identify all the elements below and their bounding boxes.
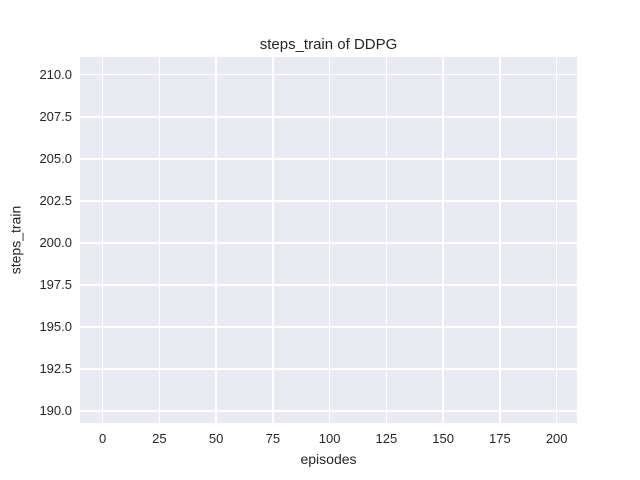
gridline-vertical	[385, 57, 388, 423]
y-tick-label: 202.5	[39, 192, 72, 208]
plot-area	[80, 57, 577, 423]
gridline-horizontal	[80, 115, 577, 118]
x-tick-label: 50	[208, 431, 224, 446]
y-tick-label: 205.0	[39, 150, 72, 166]
gridline-horizontal	[80, 284, 577, 286]
x-tick-label: 100	[318, 431, 341, 446]
gridline-vertical	[442, 57, 444, 423]
y-tick-label: 207.5	[39, 108, 72, 124]
y-tick-label: 195.0	[39, 319, 72, 335]
x-tick-label: 125	[375, 431, 398, 446]
y-tick-label: 197.5	[39, 277, 72, 292]
gridline-horizontal	[80, 158, 577, 160]
y-tick-label: 200.0	[39, 234, 72, 250]
y-tick-label: 192.5	[39, 361, 72, 377]
x-tick-label: 200	[545, 431, 568, 446]
x-tick-label: 25	[152, 431, 167, 446]
gridline-horizontal	[80, 73, 577, 76]
chart-title: steps_train of DDPG	[259, 36, 398, 53]
gridline-vertical	[328, 57, 331, 423]
gridline-horizontal	[80, 410, 577, 412]
x-tick-label: 175	[489, 431, 511, 446]
gridline-vertical	[499, 57, 501, 423]
y-tick-label: 210.0	[39, 66, 72, 82]
gridline-horizontal	[80, 200, 577, 202]
gridline-vertical	[272, 57, 274, 423]
gridline-horizontal	[80, 368, 577, 370]
x-tick-label: 75	[265, 431, 281, 446]
gridline-horizontal	[80, 326, 577, 328]
y-tick-label: 190.0	[39, 403, 72, 419]
gridline-vertical	[158, 57, 161, 423]
x-tick-label: 150	[432, 431, 455, 446]
gridline-vertical	[215, 57, 217, 423]
gridline-horizontal	[80, 242, 577, 244]
gridline-vertical	[555, 57, 558, 423]
x-tick-label: 0	[98, 431, 107, 446]
gridline-vertical	[101, 57, 104, 423]
x-axis-label: episodes	[300, 451, 357, 467]
